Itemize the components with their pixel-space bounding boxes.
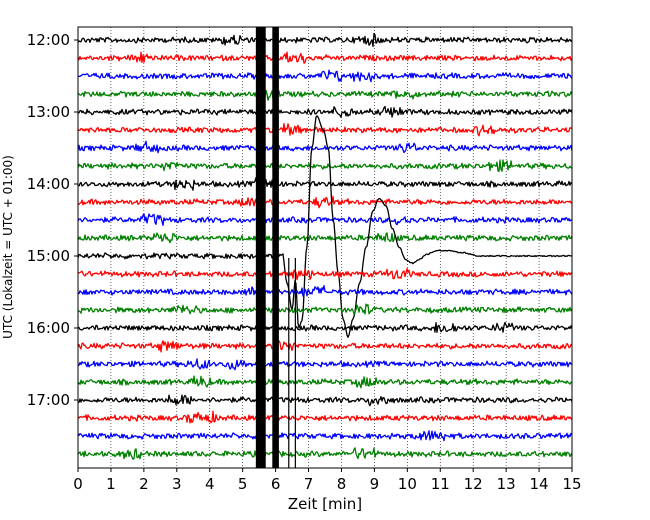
x-tick-label: 8 [337,475,347,493]
x-axis-label: Zeit [min] [288,495,362,513]
saturated-band [255,27,266,468]
trace-line [78,176,572,191]
saturated-band [272,27,279,468]
x-tick-label: 12 [464,475,483,493]
trace-line [78,69,572,83]
trace-line [78,321,572,333]
x-tick-label: 6 [271,475,281,493]
x-tick-label: 5 [238,475,248,493]
trace-line [78,410,572,424]
x-tick-label: 10 [398,475,417,493]
trace-line [78,32,572,48]
trace-line [78,122,572,137]
y-tick-label: 16:00 [27,319,70,337]
trace-line [78,159,572,172]
trace-line [78,430,572,442]
trace-line [78,115,572,338]
trace-line [78,213,572,227]
trace-line [78,232,572,244]
traces [78,27,572,468]
y-tick-label: 14:00 [27,175,70,193]
x-tick-label: 0 [73,475,83,493]
trace-line [78,394,572,407]
trace-line [78,88,572,101]
y-tick-label: 13:00 [27,103,70,121]
trace-line [78,140,572,154]
y-axis-label: UTC (Lokalzeit = UTC + 01:00) [1,155,15,339]
plot-frame [77,26,573,469]
x-tick-label: 7 [304,475,314,493]
trace-line [78,267,572,281]
x-tick-label: 15 [562,475,581,493]
trace-line [78,195,572,209]
x-tick-label: 2 [139,475,149,493]
x-tick-label: 1 [106,475,116,493]
trace-line [78,358,572,371]
trace-line [78,303,572,315]
trace-line [78,447,572,460]
y-axis-ticks: 12:00 13:00 14:00 15:00 16:00 17:00 [27,31,78,409]
x-tick-label: 4 [205,475,215,493]
trace-line [78,105,572,118]
trace-line [78,340,572,353]
y-tick-label: 17:00 [27,391,70,409]
x-tick-label: 9 [370,475,380,493]
x-axis-ticks: 0 1 2 3 4 5 6 7 8 9 10 11 12 13 14 15 [73,468,582,493]
x-tick-label: 13 [497,475,516,493]
trace-line [78,284,572,297]
trace-line [78,51,572,64]
trace-line [78,375,572,389]
x-tick-label: 14 [530,475,549,493]
y-tick-label: 15:00 [27,247,70,265]
y-tick-label: 12:00 [27,31,70,49]
x-tick-label: 3 [172,475,182,493]
x-tick-label: 11 [431,475,450,493]
